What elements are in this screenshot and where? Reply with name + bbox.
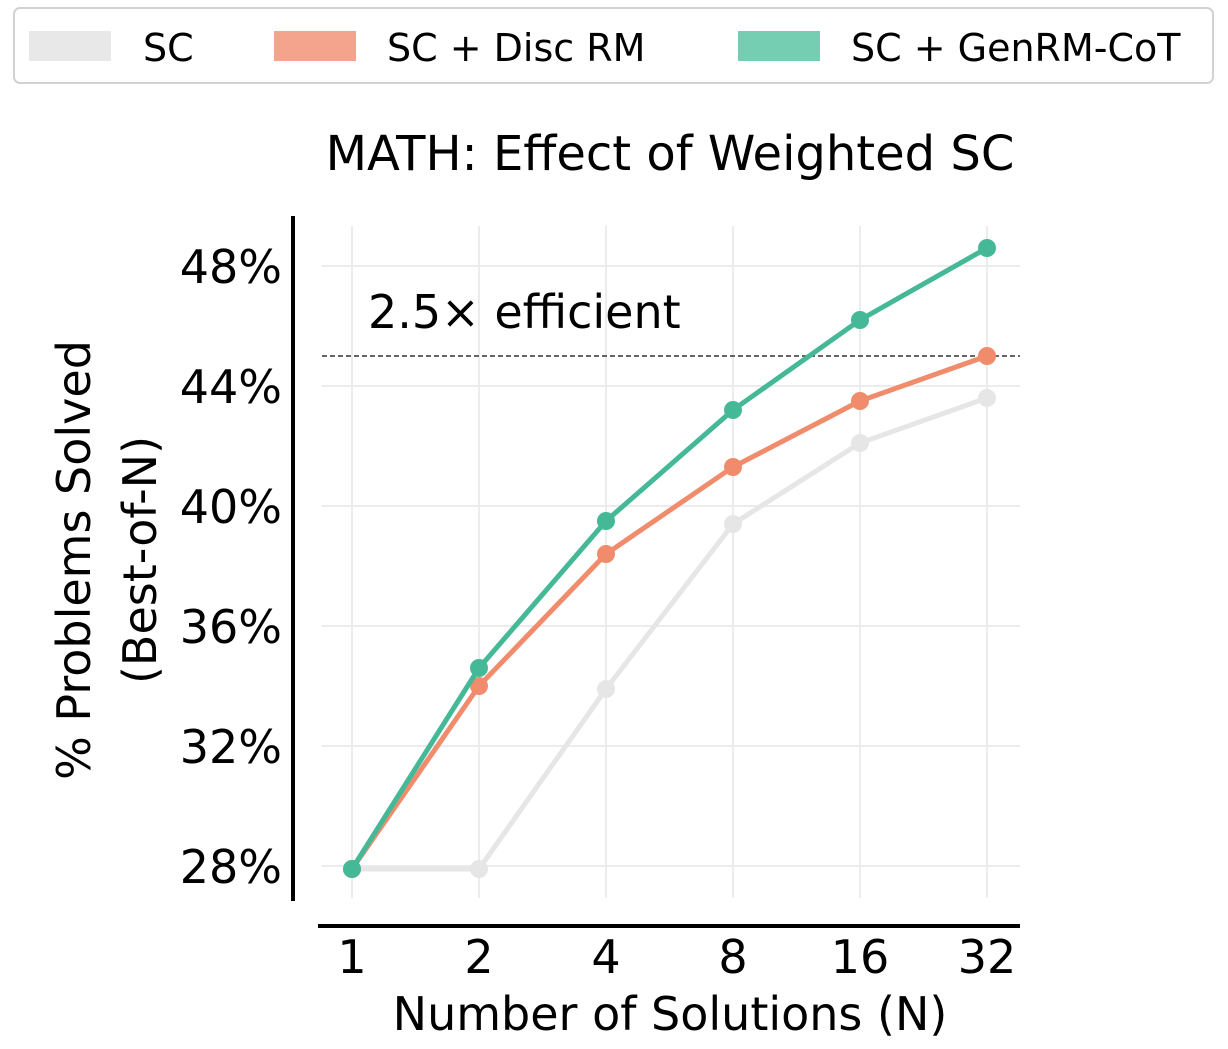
legend-label: SC + GenRM-CoT xyxy=(851,26,1181,70)
x-tick-labels: 1 2 4 8 16 32 xyxy=(337,930,1016,984)
y-axis-label-line-1: % Problems Solved xyxy=(47,340,101,780)
legend: SC SC + Disc RM SC + GenRM-CoT xyxy=(13,7,1214,84)
data-point xyxy=(851,311,869,329)
y-tick-label: 48% xyxy=(180,240,282,294)
x-tick-label: 32 xyxy=(958,930,1017,984)
x-tick-label: 1 xyxy=(337,930,366,984)
data-point xyxy=(978,389,996,407)
legend-swatch xyxy=(738,31,820,61)
y-tick-label: 28% xyxy=(180,840,282,894)
data-point xyxy=(597,545,615,563)
data-point xyxy=(851,392,869,410)
x-axis-label: Number of Solutions (N) xyxy=(393,987,948,1041)
data-point xyxy=(978,347,996,365)
legend-label: SC + Disc RM xyxy=(387,26,645,70)
x-tick-label: 8 xyxy=(718,930,747,984)
y-tick-label: 40% xyxy=(180,480,282,534)
legend-swatch xyxy=(274,31,356,61)
data-point xyxy=(724,515,742,533)
data-point xyxy=(851,434,869,452)
series-line xyxy=(349,353,990,872)
data-point xyxy=(597,680,615,698)
series-group xyxy=(343,239,996,878)
x-tick-label: 4 xyxy=(591,930,620,984)
y-tick-labels: 28% 32% 36% 40% 44% 48% xyxy=(180,240,282,894)
x-tick-label: 2 xyxy=(464,930,493,984)
y-tick-label: 36% xyxy=(180,600,282,654)
y-axis-label-line-2: (Best-of-N) xyxy=(113,436,167,684)
y-tick-label: 32% xyxy=(180,720,282,774)
data-point xyxy=(343,860,361,878)
legend-swatch xyxy=(29,31,111,61)
series-line xyxy=(349,395,990,872)
data-point xyxy=(470,677,488,695)
data-point xyxy=(470,860,488,878)
legend-frame xyxy=(13,7,1214,84)
data-point xyxy=(724,458,742,476)
data-point xyxy=(724,401,742,419)
data-point xyxy=(470,659,488,677)
series-2 xyxy=(343,239,996,878)
series-line xyxy=(349,245,990,872)
chart-title: MATH: Effect of Weighted SC xyxy=(326,126,1015,182)
x-tick-label: 16 xyxy=(831,930,890,984)
y-tick-label: 44% xyxy=(180,360,282,414)
series-1 xyxy=(343,347,996,878)
data-point xyxy=(978,239,996,257)
data-point xyxy=(597,512,615,530)
grid xyxy=(322,226,1020,898)
annotation-text: 2.5× efficient xyxy=(368,285,681,339)
legend-label: SC xyxy=(143,26,194,70)
